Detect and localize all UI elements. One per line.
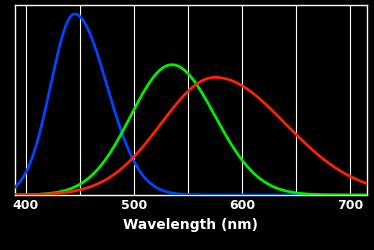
X-axis label: Wavelength (nm): Wavelength (nm) (123, 218, 258, 232)
